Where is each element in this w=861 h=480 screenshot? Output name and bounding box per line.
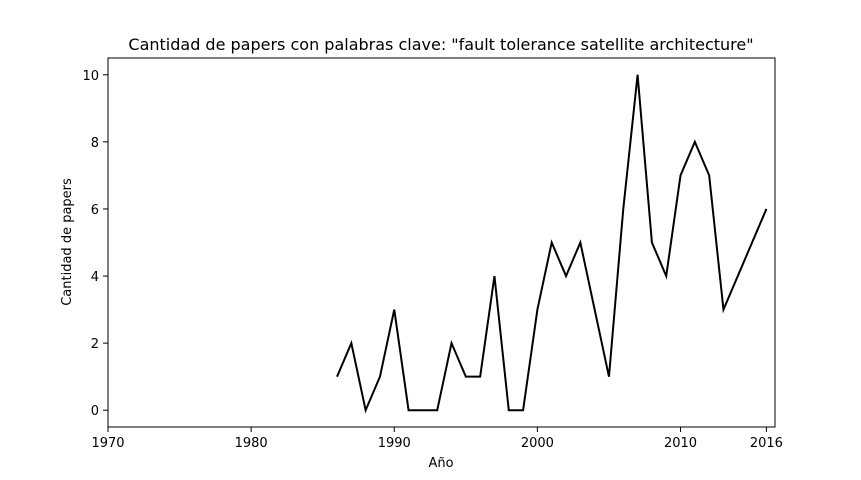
y-tick-label: 6	[91, 203, 99, 218]
y-tick-label: 10	[82, 69, 99, 84]
x-tick-label: 1990	[378, 436, 411, 451]
x-tick-label: 2010	[664, 436, 697, 451]
y-tick-label: 0	[91, 404, 99, 419]
y-axis-label: Cantidad de papers	[60, 178, 75, 306]
series-line	[336, 74, 768, 414]
plot-area-frame	[107, 57, 776, 428]
y-tick-label: 2	[91, 337, 99, 352]
x-tick-label: 2000	[521, 436, 554, 451]
x-tick-label: 2016	[750, 436, 783, 451]
y-tick-label: 8	[91, 136, 99, 151]
y-tick-label: 4	[91, 270, 99, 285]
chart-title: Cantidad de papers con palabras clave: "…	[128, 35, 753, 54]
x-tick-label: 1980	[235, 436, 268, 451]
y-axis-ticks: 0 2 4 6 8 10	[82, 69, 108, 419]
x-axis-ticks: 1970 1980 1990 2000 2010 2016	[91, 427, 783, 451]
x-tick-label: 1970	[91, 436, 124, 451]
x-axis-label: Año	[428, 456, 453, 471]
